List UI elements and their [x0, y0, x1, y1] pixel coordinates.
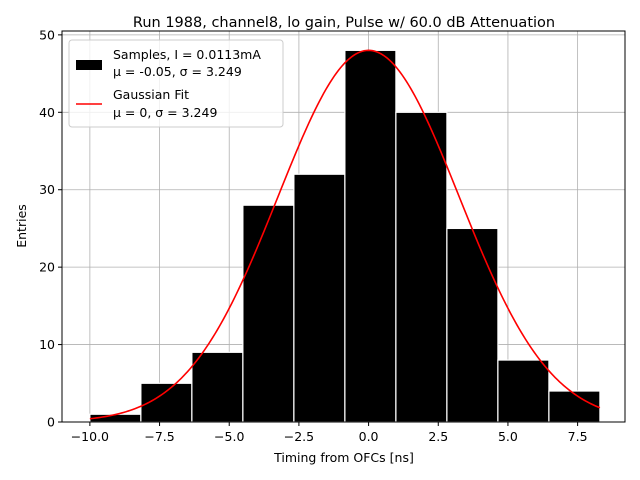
histogram-bar: [242, 204, 295, 423]
x-axis-label: Timing from OFCs [ns]: [273, 450, 414, 465]
y-tick-label: 40: [39, 105, 55, 120]
y-tick-label: 50: [39, 27, 55, 42]
x-tick-label: −5.0: [214, 429, 244, 444]
gaussian-fit-layer: [89, 49, 601, 420]
histogram-bar: [497, 359, 550, 423]
histogram-bar: [191, 351, 244, 423]
x-axis-ticks: −10.0 −7.5 −5.0 −2.5 0.0 2.5 5.0 7.5: [71, 422, 588, 444]
legend-stats-samples: μ = -0.05, σ = 3.249: [113, 64, 242, 79]
legend-box: [68, 39, 284, 128]
y-tick-label: 30: [39, 182, 55, 197]
x-tick-label: 5.0: [498, 429, 518, 444]
legend-label-samples: Samples, I = 0.0113mA: [113, 47, 261, 62]
y-axis-label: Entries: [14, 204, 29, 248]
histogram-bar: [344, 49, 397, 423]
x-tick-label: 2.5: [428, 429, 448, 444]
y-axis-ticks: 0 10 20 30 40 50: [39, 27, 62, 430]
histogram-bar: [446, 227, 499, 423]
histogram-bar: [293, 173, 346, 423]
legend-stats-fit: μ = 0, σ = 3.249: [113, 105, 217, 120]
x-tick-label: −10.0: [71, 429, 109, 444]
legend: Samples, I = 0.0113mA μ = -0.05, σ = 3.2…: [68, 39, 284, 128]
plot-frame: [61, 30, 626, 423]
histogram-bar: [395, 111, 448, 423]
chart-title: Run 1988, channel8, lo gain, Pulse w/ 60…: [133, 15, 555, 31]
x-tick-label: −7.5: [144, 429, 174, 444]
gaussian-fit-line: [89, 49, 601, 420]
x-tick-label: 0.0: [359, 429, 379, 444]
x-tick-label: −2.5: [284, 429, 314, 444]
legend-label-fit: Gaussian Fit: [113, 87, 189, 102]
y-tick-label: 0: [47, 415, 55, 430]
legend-swatch-samples: [76, 60, 102, 70]
x-tick-label: 7.5: [568, 429, 588, 444]
histogram-bar: [548, 390, 601, 423]
y-tick-label: 20: [39, 260, 55, 275]
y-tick-label: 10: [39, 337, 55, 352]
